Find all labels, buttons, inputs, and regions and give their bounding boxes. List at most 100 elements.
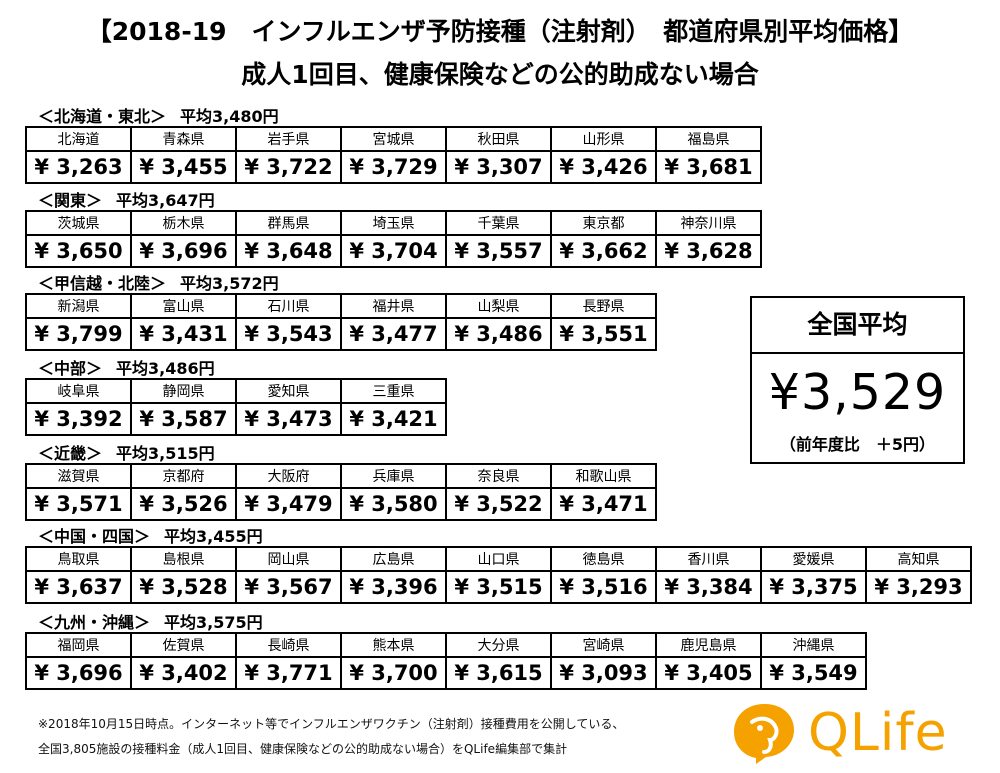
prefecture-price: ¥ 3,526 [130,487,237,521]
prefecture-name: 徳島県 [550,546,657,572]
prefecture-name: 高知県 [865,546,972,572]
region-label: ＜近畿＞ [38,444,103,463]
region-average: 平均3,575円 [164,613,263,632]
prefecture-name: 長野県 [550,293,657,319]
prefecture-name: 福井県 [340,293,447,319]
prefecture-price: ¥ 3,477 [340,317,447,351]
prefecture-name: 山形県 [550,126,657,152]
region-label: ＜関東＞ [38,191,103,210]
prefecture-name: 沖縄県 [760,632,867,658]
prefecture-price: ¥ 3,648 [235,234,342,268]
prefecture-price: ¥ 3,571 [25,487,132,521]
prefecture-name: 佐賀県 [130,632,237,658]
prefecture-name: 宮崎県 [550,632,657,658]
prefecture-price: ¥ 3,662 [550,234,657,268]
national-average-change: （前年度比 ＋5円） [779,435,936,454]
prefecture-name: 岩手県 [235,126,342,152]
prefecture-price: ¥ 3,567 [235,570,342,604]
region-header: ＜近畿＞ 平均3,515円 [38,440,215,464]
table-row: 岐阜県 静岡県 愛知県 三重県 [25,378,447,404]
region-label: ＜甲信越・北陸＞ [38,274,167,293]
prefecture-name: 島根県 [130,546,237,572]
prefecture-price: ¥ 3,580 [340,487,447,521]
prefecture-name: 福島県 [655,126,762,152]
region-header: ＜甲信越・北陸＞ 平均3,572円 [38,270,279,294]
prefecture-price: ¥ 3,700 [340,656,447,690]
prefecture-name: 茨城県 [25,210,132,236]
table-row: 茨城県 栃木県 群馬県 埼玉県 千葉県 東京都 神奈川県 [25,210,762,236]
qlife-logo: QLife [730,700,970,766]
prefecture-name: 宮城県 [340,126,447,152]
prefecture-price: ¥ 3,551 [550,317,657,351]
prefecture-price: ¥ 3,473 [235,402,342,436]
prefecture-price-table: 福岡県 佐賀県 長崎県 熊本県 大分県 宮崎県 鹿児島県 沖縄県 ¥ 3,696 ¥ 3,402 ¥… [25,632,867,690]
footnote-line-2: 全国3,805施設の接種料金（成人1回目、健康保険などの公的助成ない場合）をQL… [38,742,568,756]
prefecture-name: 鹿児島県 [655,632,762,658]
prefecture-name: 新潟県 [25,293,132,319]
prefecture-name: 富山県 [130,293,237,319]
prefecture-name: 群馬県 [235,210,342,236]
prefecture-price: ¥ 3,543 [235,317,342,351]
prefecture-name: 山梨県 [445,293,552,319]
prefecture-name: 大阪府 [235,463,342,489]
page-title: 【2018-19 インフルエンザ予防接種（注射剤） 都道府県別平均価格】 [86,17,914,46]
prefecture-price: ¥ 3,307 [445,150,552,184]
table-row: ¥ 3,637 ¥ 3,528 ¥ 3,567 ¥ 3,396 ¥ 3,515 ¥ 3,5… [25,570,972,604]
table-row: 福岡県 佐賀県 長崎県 熊本県 大分県 宮崎県 鹿児島県 沖縄県 [25,632,867,658]
prefecture-name: 埼玉県 [340,210,447,236]
prefecture-name: 石川県 [235,293,342,319]
prefecture-price: ¥ 3,515 [445,570,552,604]
prefecture-price: ¥ 3,293 [865,570,972,604]
prefecture-name: 長崎県 [235,632,342,658]
prefecture-name: 北海道 [25,126,132,152]
region-average: 平均3,647円 [116,191,215,210]
table-row: ¥ 3,571 ¥ 3,526 ¥ 3,479 ¥ 3,580 ¥ 3,522 ¥ 3,4… [25,487,657,521]
region-header: ＜北海道・東北＞ 平均3,480円 [38,103,279,127]
prefecture-price: ¥ 3,479 [235,487,342,521]
region-label: ＜中部＞ [38,359,103,378]
prefecture-price: ¥ 3,549 [760,656,867,690]
prefecture-price: ¥ 3,455 [130,150,237,184]
prefecture-name: 愛媛県 [760,546,867,572]
prefecture-price: ¥ 3,696 [25,656,132,690]
prefecture-price: ¥ 3,799 [25,317,132,351]
prefecture-name: 秋田県 [445,126,552,152]
prefecture-price-table: 岐阜県 静岡県 愛知県 三重県 ¥ 3,392 ¥ 3,587 ¥ 3,473 ¥ 3,421 [25,378,447,436]
prefecture-name: 広島県 [340,546,447,572]
prefecture-price: ¥ 3,696 [130,234,237,268]
prefecture-price: ¥ 3,402 [130,656,237,690]
prefecture-price: ¥ 3,431 [130,317,237,351]
prefecture-price: ¥ 3,471 [550,487,657,521]
prefecture-name: 青森県 [130,126,237,152]
region-header: ＜関東＞ 平均3,647円 [38,187,215,211]
page-subtitle: 成人1回目、健康保険などの公的助成ない場合 [241,60,759,89]
national-average-label: 全国平均 [752,298,963,354]
region-label: ＜北海道・東北＞ [38,107,167,126]
prefecture-price: ¥ 3,405 [655,656,762,690]
prefecture-name: 岡山県 [235,546,342,572]
prefecture-price: ¥ 3,426 [550,150,657,184]
prefecture-name: 鳥取県 [25,546,132,572]
prefecture-name: 栃木県 [130,210,237,236]
region-average: 平均3,480円 [180,107,279,126]
table-row: 滋賀県 京都府 大阪府 兵庫県 奈良県 和歌山県 [25,463,657,489]
prefecture-name: 香川県 [655,546,762,572]
elephant-icon [734,704,794,764]
prefecture-price: ¥ 3,587 [130,402,237,436]
region-label: ＜九州・沖縄＞ [38,613,151,632]
prefecture-name: 熊本県 [340,632,447,658]
prefecture-price: ¥ 3,650 [25,234,132,268]
table-row: ¥ 3,799 ¥ 3,431 ¥ 3,543 ¥ 3,477 ¥ 3,486 ¥ 3,5… [25,317,657,351]
prefecture-name: 奈良県 [445,463,552,489]
prefecture-price: ¥ 3,392 [25,402,132,436]
table-row: ¥ 3,263 ¥ 3,455 ¥ 3,722 ¥ 3,729 ¥ 3,307 ¥ 3,4… [25,150,762,184]
prefecture-price: ¥ 3,722 [235,150,342,184]
prefecture-price: ¥ 3,729 [340,150,447,184]
region-header: ＜中国・四国＞ 平均3,455円 [38,523,263,547]
region-average: 平均3,515円 [116,444,215,463]
prefecture-price-table: 滋賀県 京都府 大阪府 兵庫県 奈良県 和歌山県 ¥ 3,571 ¥ 3,526 ¥ 3,479… [25,463,657,521]
prefecture-price: ¥ 3,384 [655,570,762,604]
prefecture-price: ¥ 3,528 [130,570,237,604]
prefecture-price: ¥ 3,637 [25,570,132,604]
prefecture-price: ¥ 3,396 [340,570,447,604]
